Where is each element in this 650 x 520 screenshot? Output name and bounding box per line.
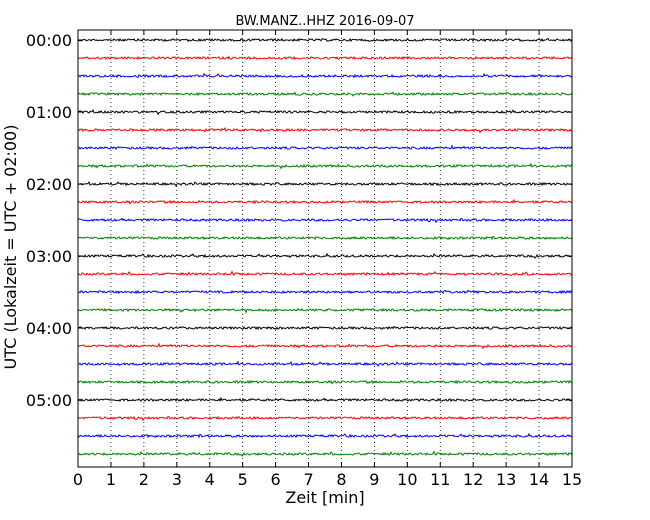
trace-line — [77, 289, 573, 295]
y-tick-label: 03:00 — [26, 247, 72, 266]
trace-line — [77, 342, 573, 350]
trace-line — [77, 181, 573, 187]
trace-line — [77, 450, 573, 457]
trace-line — [77, 126, 573, 134]
trace-line — [77, 91, 573, 97]
y-tick-label: 05:00 — [26, 391, 72, 410]
trace-line — [77, 55, 573, 61]
trace-line — [77, 198, 573, 205]
x-tick-label: 12 — [463, 470, 483, 489]
trace-line — [77, 217, 573, 224]
x-tick-label: 0 — [73, 470, 83, 489]
trace-line — [77, 307, 573, 315]
trace-line — [77, 72, 573, 79]
y-tick-label: 04:00 — [26, 319, 72, 338]
trace-line — [77, 144, 573, 151]
x-tick-label: 11 — [430, 470, 450, 489]
x-tick-label: 1 — [106, 470, 116, 489]
x-axis-ticks: 0 1 2 3 4 5 6 7 8 9 10 11 12 13 14 15 — [73, 30, 582, 489]
y-axis-label: UTC (Lokalzeit = UTC + 02:00) — [1, 125, 20, 370]
x-tick-label: 4 — [205, 470, 215, 489]
x-tick-label: 13 — [496, 470, 516, 489]
x-tick-label: 5 — [238, 470, 248, 489]
trace-line — [77, 379, 573, 385]
y-tick-label: 01:00 — [26, 103, 72, 122]
x-tick-label: 10 — [397, 470, 417, 489]
x-axis-label: Zeit [min] — [285, 488, 364, 507]
trace-line — [77, 360, 573, 367]
trace-line — [77, 235, 573, 241]
plot-frame — [77, 29, 573, 468]
trace-line — [77, 396, 573, 403]
trace-line — [77, 432, 573, 439]
x-tick-label: 7 — [303, 470, 313, 489]
x-tick-label: 2 — [139, 470, 149, 489]
y-axis-ticks: 00:00 01:00 02:00 03:00 04:00 05:00 — [26, 31, 572, 410]
x-tick-label: 8 — [336, 470, 346, 489]
trace-line — [77, 37, 573, 43]
trace-line — [77, 270, 573, 277]
traces — [77, 37, 573, 457]
trace-line — [77, 162, 573, 170]
x-tick-label: 15 — [562, 470, 582, 489]
trace-line — [77, 108, 573, 116]
x-tick-label: 9 — [369, 470, 379, 489]
trace-line — [77, 415, 573, 422]
trace-line — [77, 325, 573, 331]
x-tick-label: 6 — [271, 470, 281, 489]
y-tick-label: 02:00 — [26, 175, 72, 194]
x-tick-label: 3 — [172, 470, 182, 489]
trace-line — [77, 252, 573, 259]
grid — [110, 30, 540, 467]
chart-title: BW.MANZ..HHZ 2016-09-07 — [235, 14, 414, 29]
x-tick-label: 14 — [529, 470, 549, 489]
y-tick-label: 00:00 — [26, 31, 72, 50]
